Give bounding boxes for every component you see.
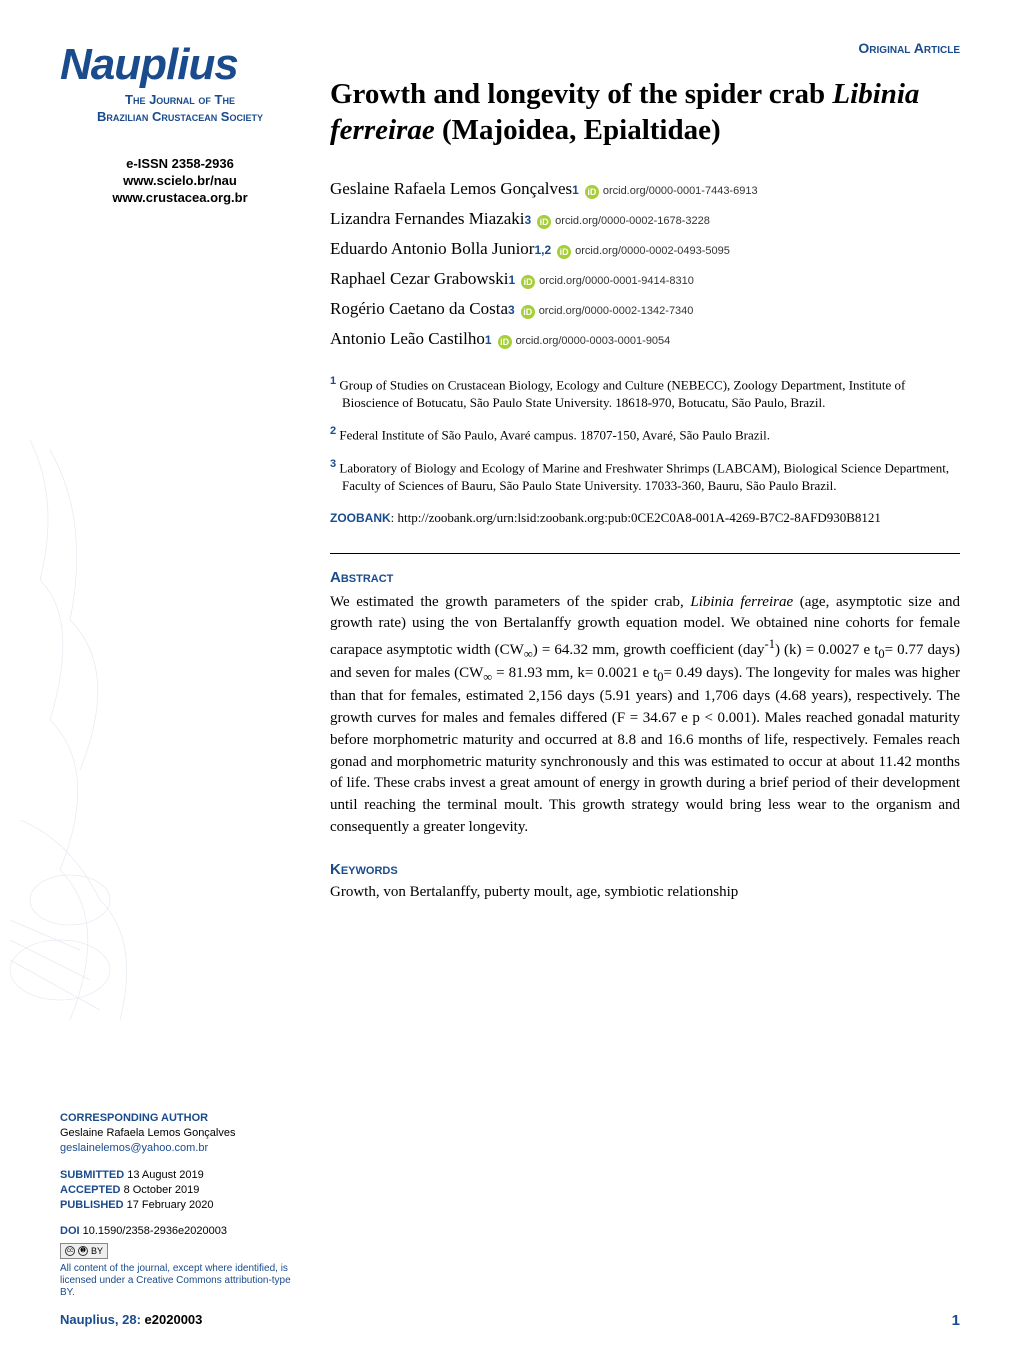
author-affil-sup: 1 bbox=[508, 273, 515, 287]
author-affil-sup: 1 bbox=[572, 183, 579, 197]
author-row: Antonio Leão Castilho1 iD orcid.org/0000… bbox=[330, 329, 960, 349]
corresponding-author-label: CORRESPONDING AUTHOR bbox=[60, 1111, 300, 1126]
author-name: Rogério Caetano da Costa bbox=[330, 299, 508, 319]
keywords-heading: Keywords bbox=[330, 861, 960, 878]
author-affil-sup: 3 bbox=[524, 213, 531, 227]
journal-subtitle-line2: Brazilian Crustacean Society bbox=[97, 109, 263, 124]
license-text: All content of the journal, except where… bbox=[60, 1263, 300, 1299]
author-affil-sup: 1,2 bbox=[534, 243, 551, 257]
title-suffix: (Majoidea, Epialtidae) bbox=[435, 114, 721, 146]
doi-value[interactable]: 10.1590/2358-2936e2020003 bbox=[83, 1225, 227, 1237]
published-date: 17 February 2020 bbox=[127, 1199, 214, 1211]
author-name: Raphael Cezar Grabowski bbox=[330, 269, 508, 289]
abstract-seg: We estimated the growth parameters of th… bbox=[330, 594, 690, 610]
author-name: Lizandra Fernandes Miazaki bbox=[330, 209, 524, 229]
abstract-seg: ) (k) = 0.0027 e t bbox=[775, 642, 878, 658]
article-title: Growth and longevity of the spider crab … bbox=[330, 76, 960, 149]
abstract-sub: ∞ bbox=[524, 647, 533, 661]
accepted-label: ACCEPTED bbox=[60, 1184, 121, 1196]
affil-text: Laboratory of Biology and Ecology of Mar… bbox=[339, 460, 949, 493]
author-name: Antonio Leão Castilho bbox=[330, 329, 485, 349]
abstract-sub: ∞ bbox=[483, 670, 492, 684]
cc-icon: cc bbox=[65, 1246, 75, 1256]
left-metadata: CORRESPONDING AUTHOR Geslaine Rafaela Le… bbox=[60, 1111, 300, 1329]
abstract-heading: Abstract bbox=[330, 569, 960, 586]
affiliation: 2 Federal Institute of São Paulo, Avaré … bbox=[330, 424, 960, 445]
submitted-date: 13 August 2019 bbox=[127, 1169, 203, 1181]
affil-sup: 2 bbox=[330, 425, 336, 437]
zoobank: ZOOBANK: http://zoobank.org/urn:lsid:zoo… bbox=[330, 509, 960, 527]
orcid-icon[interactable]: iD bbox=[557, 245, 571, 259]
published-label: PUBLISHED bbox=[60, 1199, 124, 1211]
orcid-icon[interactable]: iD bbox=[537, 215, 551, 229]
zoobank-url[interactable]: : http://zoobank.org/urn:lsid:zoobank.or… bbox=[391, 510, 881, 525]
orcid-icon[interactable]: iD bbox=[585, 185, 599, 199]
author-affil-sup: 1 bbox=[485, 333, 492, 347]
doi-label: DOI bbox=[60, 1225, 80, 1237]
author-name: Eduardo Antonio Bolla Junior bbox=[330, 239, 534, 259]
zoobank-label: ZOOBANK bbox=[330, 511, 391, 525]
author-row: Eduardo Antonio Bolla Junior1,2 iD orcid… bbox=[330, 239, 960, 259]
author-row: Lizandra Fernandes Miazaki3 iD orcid.org… bbox=[330, 209, 960, 229]
title-prefix: Growth and longevity of the spider crab bbox=[330, 78, 832, 110]
orcid-icon[interactable]: iD bbox=[521, 275, 535, 289]
abstract-seg: = 81.93 mm, k= 0.0021 e t bbox=[492, 665, 657, 681]
orcid-link[interactable]: orcid.org/0000-0001-7443-6913 bbox=[603, 185, 758, 197]
abstract-seg: ) = 64.32 mm, growth coefficient (day bbox=[533, 642, 765, 658]
journal-subtitle: The Journal of The Brazilian Crustacean … bbox=[60, 92, 300, 126]
abstract-text: We estimated the growth parameters of th… bbox=[330, 592, 960, 839]
journal-url-2[interactable]: www.crustacea.org.br bbox=[60, 190, 300, 205]
affiliations: 1 Group of Studies on Crustacean Biology… bbox=[330, 374, 960, 528]
orcid-icon[interactable]: iD bbox=[498, 335, 512, 349]
issn: e-ISSN 2358-2936 bbox=[60, 156, 300, 171]
citation-id: e2020003 bbox=[145, 1312, 203, 1327]
author-row: Rogério Caetano da Costa3 iD orcid.org/0… bbox=[330, 299, 960, 319]
affil-sup: 1 bbox=[330, 375, 336, 387]
submitted-label: SUBMITTED bbox=[60, 1169, 124, 1181]
author-row: Raphael Cezar Grabowski1 iD orcid.org/00… bbox=[330, 269, 960, 289]
abstract-seg: = 0.49 days). The longevity for males wa… bbox=[330, 665, 960, 835]
journal-subtitle-line1: The Journal of The bbox=[125, 92, 235, 107]
author-name: Geslaine Rafaela Lemos Gonçalves bbox=[330, 179, 572, 199]
accepted-date: 8 October 2019 bbox=[124, 1184, 200, 1196]
corresponding-author-email[interactable]: geslainelemos@yahoo.com.br bbox=[60, 1141, 300, 1156]
cc-license-badge[interactable]: cc ➊ BY bbox=[60, 1243, 108, 1259]
orcid-link[interactable]: orcid.org/0000-0002-1342-7340 bbox=[539, 305, 694, 317]
article-type: Original Article bbox=[330, 40, 960, 56]
orcid-link[interactable]: orcid.org/0000-0002-0493-5095 bbox=[575, 245, 730, 257]
citation-journal: Nauplius, 28: bbox=[60, 1312, 141, 1327]
affiliation: 3 Laboratory of Biology and Ecology of M… bbox=[330, 457, 960, 496]
orcid-link[interactable]: orcid.org/0000-0001-9414-8310 bbox=[539, 275, 694, 287]
affil-sup: 3 bbox=[330, 458, 336, 470]
orcid-link[interactable]: orcid.org/0000-0003-0001-9054 bbox=[516, 335, 671, 347]
orcid-link[interactable]: orcid.org/0000-0002-1678-3228 bbox=[555, 215, 710, 227]
page-number: 1 bbox=[952, 1312, 960, 1329]
authors-list: Geslaine Rafaela Lemos Gonçalves1 iD orc… bbox=[330, 179, 960, 349]
journal-url-1[interactable]: www.scielo.br/nau bbox=[60, 173, 300, 188]
journal-logo: Nauplius bbox=[60, 40, 300, 90]
by-icon: ➊ bbox=[78, 1246, 88, 1256]
affil-text: Federal Institute of São Paulo, Avaré ca… bbox=[339, 428, 770, 443]
author-row: Geslaine Rafaela Lemos Gonçalves1 iD orc… bbox=[330, 179, 960, 199]
affil-text: Group of Studies on Crustacean Biology, … bbox=[339, 377, 905, 410]
orcid-icon[interactable]: iD bbox=[521, 305, 535, 319]
citation: Nauplius, 28: e2020003 bbox=[60, 1311, 300, 1329]
cc-text: BY bbox=[91, 1245, 103, 1257]
section-divider bbox=[330, 553, 960, 554]
abstract-species: Libinia ferreirae bbox=[690, 594, 793, 610]
affiliation: 1 Group of Studies on Crustacean Biology… bbox=[330, 374, 960, 413]
corresponding-author-name: Geslaine Rafaela Lemos Gonçalves bbox=[60, 1126, 300, 1141]
abstract-sup: -1 bbox=[765, 637, 775, 651]
keywords-text: Growth, von Bertalanffy, puberty moult, … bbox=[330, 884, 960, 901]
author-affil-sup: 3 bbox=[508, 303, 515, 317]
